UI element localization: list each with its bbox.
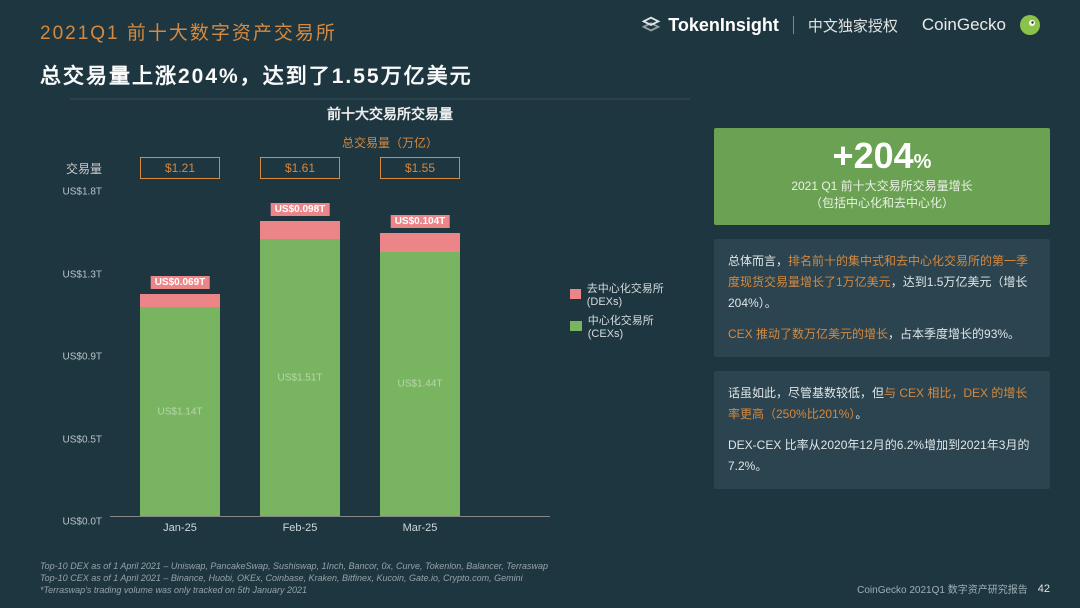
total-box-2: $1.55 [380, 157, 460, 179]
info2-p2: DEX-CEX 比率从2020年12月的6.2%增加到2021年3月的7.2%。 [728, 435, 1036, 477]
ytick: US$0.0T [40, 517, 102, 528]
xtick: Feb-25 [260, 522, 340, 534]
footnote-l2: Top-10 CEX as of 1 April 2021 – Binance,… [40, 572, 548, 584]
footer-report: CoinGecko 2021Q1 数字资产研究报告 [857, 581, 1028, 596]
info1-p2: CEX 推动了数万亿美元的增长，占本季度增长的93%。 [728, 324, 1036, 345]
bar-cex-label: US$1.51T [277, 372, 322, 383]
page-title-small: 2021Q1 前十大数字资产交易所 [40, 18, 337, 45]
ytick: US$1.3T [40, 269, 102, 280]
footer-page-number: 42 [1038, 583, 1050, 595]
footnote-l1: Top-10 DEX as of 1 April 2021 – Uniswap,… [40, 560, 548, 572]
plot-area: US$0.0TUS$0.5TUS$0.9TUS$1.3TUS$1.8TUS$0.… [110, 187, 550, 517]
growth-box: +204% 2021 Q1 前十大交易所交易量增长 （包括中心化和去中心化） [714, 128, 1050, 225]
bar-cex: US$1.44T [380, 252, 460, 516]
info-box-2: 话虽如此，尽管基数较低，但与 CEX 相比，DEX 的增长率更高（250%比20… [714, 371, 1050, 489]
tokeninsight-text: TokenInsight [668, 15, 779, 36]
bar-group: US$0.098T US$1.51T [260, 221, 340, 516]
growth-pct: % [914, 151, 932, 173]
info2-p1: 话虽如此，尽管基数较低，但与 CEX 相比，DEX 的增长率更高（250%比20… [728, 383, 1036, 425]
auth-text: 中文独家授权 [808, 15, 898, 36]
bar-dex: US$0.098T [260, 221, 340, 239]
growth-value: +204% [722, 138, 1042, 174]
coingecko-text: CoinGecko [922, 15, 1006, 35]
bar-group: US$0.104T US$1.44T [380, 233, 460, 516]
xtick: Mar-25 [380, 522, 460, 534]
swatch-cex [570, 321, 582, 331]
footnote-l3: *Terraswap's trading volume was only tra… [40, 584, 548, 596]
legend-cex: 中心化交易所 (CEXs) [570, 312, 690, 340]
header: 2021Q1 前十大数字资产交易所 TokenInsight 中文独家授权 Co… [40, 18, 1040, 45]
bar-dex: US$0.069T [140, 294, 220, 307]
bar-cex-label: US$1.44T [397, 379, 442, 390]
total-box-0: $1.21 [140, 157, 220, 179]
info-box-1: 总体而言，排名前十的集中式和去中心化交易所的第一季度现货交易量增长了1万亿美元，… [714, 239, 1050, 357]
coingecko-icon [1020, 15, 1040, 35]
swatch-dex [570, 289, 581, 299]
page-subtitle: 总交易量上涨204%，达到了1.55万亿美元 [40, 60, 473, 90]
legend-cex-label: 中心化交易所 (CEXs) [588, 312, 690, 340]
bar-dex-label: US$0.104T [391, 215, 450, 228]
legend-dex-label: 去中心化交易所 (DEXs) [587, 280, 690, 308]
tokeninsight-logo: TokenInsight [640, 14, 779, 36]
tokeninsight-icon [640, 14, 662, 36]
growth-sub1: 2021 Q1 前十大交易所交易量增长 [791, 179, 972, 193]
growth-sub: 2021 Q1 前十大交易所交易量增长 （包括中心化和去中心化） [722, 178, 1042, 213]
chart-area: 前十大交易所交易量 总交易量（万亿） 交易量 $1.21 $1.61 $1.55… [40, 100, 690, 540]
legend-dex: 去中心化交易所 (DEXs) [570, 280, 690, 308]
bar-cex: US$1.51T [260, 239, 340, 516]
bar-dex: US$0.104T [380, 233, 460, 252]
chart-legend: 去中心化交易所 (DEXs) 中心化交易所 (CEXs) [570, 280, 690, 344]
page-footer: CoinGecko 2021Q1 数字资产研究报告 42 [857, 581, 1050, 596]
total-box-1: $1.61 [260, 157, 340, 179]
volume-row: 交易量 $1.21 $1.61 $1.55 [40, 157, 690, 179]
growth-sub2: （包括中心化和去中心化） [810, 196, 954, 210]
ytick: US$1.8T [40, 187, 102, 198]
bar-group: US$0.069T US$1.14T [140, 294, 220, 516]
bar-cex-label: US$1.14T [157, 406, 202, 417]
brand-group: TokenInsight 中文独家授权 CoinGecko [640, 14, 1040, 36]
ytick: US$0.5T [40, 434, 102, 445]
right-column: +204% 2021 Q1 前十大交易所交易量增长 （包括中心化和去中心化） 总… [714, 128, 1050, 503]
bar-dex-label: US$0.098T [271, 203, 330, 216]
bar-dex-label: US$0.069T [151, 276, 210, 289]
bar-cex: US$1.14T [140, 307, 220, 516]
footnote: Top-10 DEX as of 1 April 2021 – Uniswap,… [40, 560, 548, 596]
volume-boxes: $1.21 $1.61 $1.55 [110, 157, 460, 179]
ytick: US$0.9T [40, 352, 102, 363]
chart-total-label: 总交易量（万亿） [110, 134, 670, 151]
chart-title: 前十大交易所交易量 [110, 100, 670, 128]
xtick: Jan-25 [140, 522, 220, 534]
divider [793, 16, 794, 34]
info1-p1: 总体而言，排名前十的集中式和去中心化交易所的第一季度现货交易量增长了1万亿美元，… [728, 251, 1036, 314]
growth-number: +204 [833, 135, 914, 176]
volume-row-label: 交易量 [40, 160, 110, 177]
